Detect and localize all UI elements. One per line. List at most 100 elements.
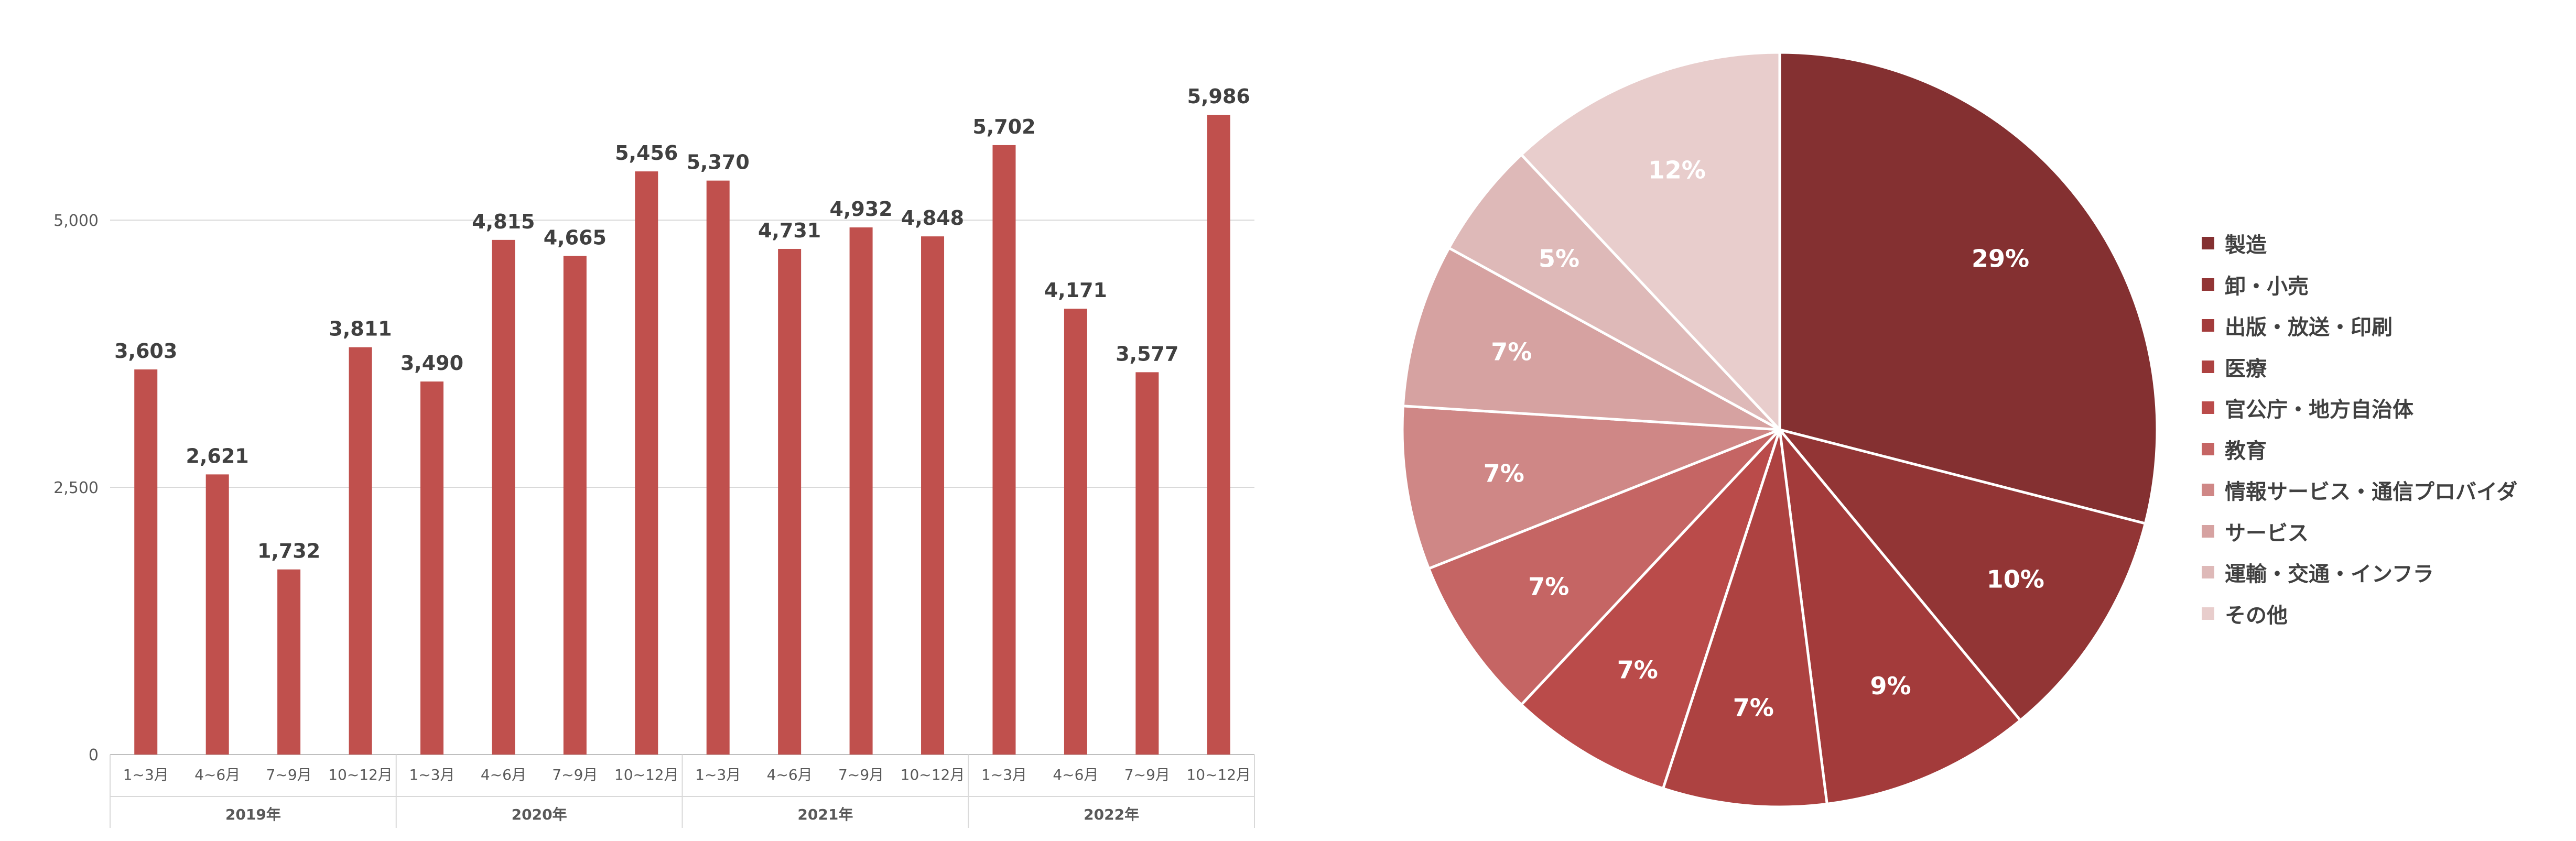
legend-item: 運輸・交通・インフラ bbox=[2202, 552, 2517, 593]
pie-slice bbox=[1778, 51, 2159, 526]
bar bbox=[492, 239, 515, 755]
legend-swatch bbox=[2202, 278, 2214, 291]
x-tick-label: 7~9月 bbox=[266, 766, 312, 783]
x-tick-label: 10~12月 bbox=[1186, 766, 1251, 783]
data-label: 4,815 bbox=[472, 210, 535, 233]
slice-label: 7% bbox=[1733, 693, 1774, 722]
data-label: 5,702 bbox=[972, 115, 1035, 138]
legend-label: その他 bbox=[2225, 603, 2288, 628]
data-label: 4,848 bbox=[901, 206, 964, 230]
x-group-label: 2022年 bbox=[1084, 806, 1139, 823]
data-label: 3,811 bbox=[329, 318, 392, 341]
data-label: 5,370 bbox=[687, 151, 750, 174]
bar bbox=[992, 145, 1016, 755]
legend-item: 官公庁・地方自治体 bbox=[2202, 387, 2517, 429]
bar bbox=[849, 227, 873, 755]
legend-label: 教育 bbox=[2225, 439, 2267, 463]
data-label: 5,986 bbox=[1187, 85, 1250, 108]
data-label: 3,577 bbox=[1116, 342, 1178, 365]
slice-label: 29% bbox=[1972, 244, 2029, 272]
bar bbox=[921, 236, 945, 755]
legend-swatch bbox=[2202, 566, 2214, 579]
slice-label: 5% bbox=[1539, 244, 1579, 272]
pie-chart: 29% 10% 9% 7% 7% 7% 7% 7% 5% 12% bbox=[1401, 51, 2159, 809]
y-tick-label: 5,000 bbox=[53, 212, 99, 230]
x-tick-label: 1~3月 bbox=[123, 766, 169, 783]
legend-label: 卸・小売 bbox=[2225, 274, 2309, 299]
x-group-label: 2020年 bbox=[512, 806, 567, 823]
legend-item: 教育 bbox=[2202, 429, 2517, 470]
bar bbox=[277, 569, 301, 755]
bar-chart: 0 2,500 5,000 3,603 1~3月 2,621 4~6月 1,732 7~9月 3,… bbox=[53, 85, 1255, 828]
bar bbox=[134, 369, 158, 755]
legend-swatch bbox=[2202, 319, 2214, 332]
x-tick-label: 4~6月 bbox=[194, 766, 240, 783]
pie-slice bbox=[1427, 428, 1781, 707]
x-group-label: 2021年 bbox=[797, 806, 853, 823]
x-tick-label: 10~12月 bbox=[328, 766, 393, 783]
bar bbox=[778, 248, 802, 755]
data-label: 4,932 bbox=[829, 198, 892, 221]
pie-slice bbox=[1401, 405, 1780, 571]
pie-slice bbox=[1519, 51, 1781, 433]
legend-item: サービス bbox=[2202, 511, 2517, 552]
pie-legend: 製造卸・小売出版・放送・印刷 医療官公庁・地方自治体教育情報サービス・通信プロバイ… bbox=[2202, 223, 2517, 634]
x-tick-label: 1~3月 bbox=[695, 766, 741, 783]
legend-swatch bbox=[2202, 607, 2214, 620]
data-label: 4,665 bbox=[544, 226, 607, 249]
x-tick-label: 1~3月 bbox=[409, 766, 454, 783]
x-tick-label: 10~12月 bbox=[901, 766, 965, 783]
data-label: 1,732 bbox=[257, 540, 320, 563]
slice-label: 7% bbox=[1528, 572, 1569, 600]
legend-label: 医療 bbox=[2225, 356, 2267, 381]
x-group-label: 2019年 bbox=[225, 806, 281, 823]
data-label: 4,731 bbox=[758, 219, 821, 242]
legend-item: 卸・小売 bbox=[2202, 264, 2517, 305]
legend-swatch bbox=[2202, 525, 2214, 538]
y-tick-label: 0 bbox=[89, 746, 99, 764]
x-tick-label: 7~9月 bbox=[1124, 766, 1170, 783]
pie-slice bbox=[1447, 152, 1781, 431]
legend-item: 出版・放送・印刷 bbox=[2202, 305, 2517, 346]
bar bbox=[635, 171, 658, 755]
data-label: 4,171 bbox=[1044, 279, 1107, 302]
pie-slice bbox=[1661, 429, 1829, 809]
legend-label: 出版・放送・印刷 bbox=[2225, 315, 2393, 340]
bar bbox=[1207, 114, 1230, 755]
bar bbox=[563, 256, 587, 755]
bar bbox=[420, 381, 443, 755]
data-label: 2,621 bbox=[186, 444, 249, 467]
slice-label: 7% bbox=[1484, 459, 1524, 487]
slice-label: 7% bbox=[1491, 337, 1532, 366]
pie-slice bbox=[1776, 427, 2147, 723]
legend-swatch bbox=[2202, 484, 2214, 497]
bar bbox=[1135, 372, 1159, 755]
x-tick-label: 7~9月 bbox=[838, 766, 884, 783]
x-tick-label: 4~6月 bbox=[1053, 766, 1098, 783]
pie-slice bbox=[1519, 429, 1781, 790]
legend-item: 情報サービス・通信プロバイダ bbox=[2202, 469, 2517, 511]
x-tick-label: 4~6月 bbox=[481, 766, 526, 783]
legend-item: 医療 bbox=[2202, 346, 2517, 388]
x-tick-label: 4~6月 bbox=[767, 766, 813, 783]
pie-slice bbox=[1778, 425, 2022, 806]
legend-label: サービス bbox=[2225, 521, 2309, 545]
data-label: 3,490 bbox=[401, 352, 463, 375]
x-tick-label: 1~3月 bbox=[981, 766, 1027, 783]
bar bbox=[205, 474, 229, 755]
bar bbox=[349, 347, 372, 755]
legend-swatch bbox=[2202, 360, 2214, 373]
legend-item: 製造 bbox=[2202, 223, 2517, 264]
pie-slice bbox=[1401, 246, 1781, 431]
bar bbox=[1064, 309, 1087, 755]
x-tick-label: 10~12月 bbox=[614, 766, 679, 783]
slice-label: 12% bbox=[1648, 156, 1706, 184]
legend-swatch bbox=[2202, 401, 2214, 414]
x-tick-label: 7~9月 bbox=[552, 766, 598, 783]
legend-label: 運輸・交通・インフラ bbox=[2225, 562, 2434, 587]
slice-label: 9% bbox=[1870, 672, 1911, 700]
legend-swatch bbox=[2202, 442, 2214, 455]
bar bbox=[706, 180, 730, 755]
data-label: 3,603 bbox=[114, 340, 177, 363]
legend-label: 製造 bbox=[2225, 233, 2267, 258]
